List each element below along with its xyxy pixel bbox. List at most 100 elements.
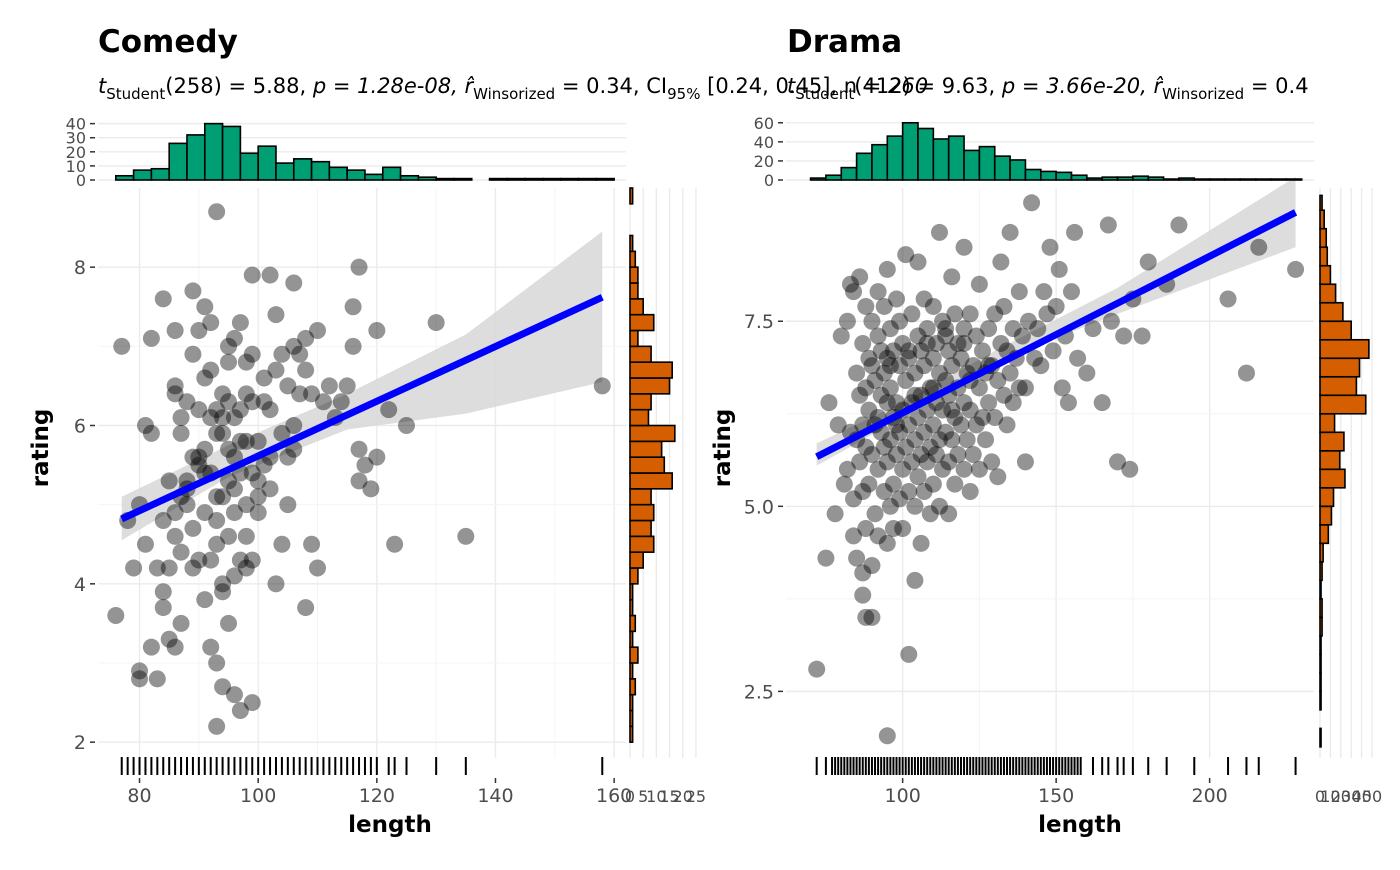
drama-data-point bbox=[881, 431, 899, 449]
drama-data-point bbox=[1121, 460, 1139, 478]
drama-data-point bbox=[875, 364, 893, 382]
drama-data-point bbox=[952, 416, 970, 434]
comedy-data-point bbox=[303, 385, 321, 403]
drama-data-point bbox=[967, 416, 985, 434]
comedy-data-point bbox=[255, 369, 273, 387]
drama-side-hist-bar bbox=[1319, 524, 1330, 545]
drama-data-point bbox=[918, 453, 936, 471]
drama-data-point bbox=[848, 549, 866, 567]
comedy-data-point bbox=[196, 504, 214, 522]
drama-data-point bbox=[1047, 297, 1065, 315]
drama-data-point bbox=[1115, 327, 1133, 345]
comedy-data-point bbox=[243, 345, 261, 363]
drama-data-point bbox=[1001, 364, 1019, 382]
drama-top-hist-bar bbox=[1039, 170, 1057, 181]
drama-data-point bbox=[924, 297, 942, 315]
drama-top-hist-tick-label: 40 bbox=[754, 133, 774, 152]
comedy-data-point bbox=[237, 432, 255, 450]
comedy-side-hist-bar bbox=[629, 440, 663, 458]
drama-x-tick-label: 200 bbox=[1191, 785, 1227, 807]
comedy-data-point bbox=[190, 322, 208, 339]
comedy-side-hist-bar bbox=[629, 329, 639, 348]
comedy-side-hist-bar bbox=[629, 282, 639, 300]
drama-data-point bbox=[851, 386, 869, 404]
comedy-data-point bbox=[154, 290, 172, 308]
drama-data-point bbox=[894, 520, 912, 538]
drama-data-point bbox=[866, 505, 884, 523]
drama-data-point bbox=[1250, 238, 1268, 256]
drama-data-point bbox=[964, 357, 982, 375]
comedy-side-hist-tick-label: 20 bbox=[673, 787, 693, 806]
comedy-side-hist-bar bbox=[629, 678, 637, 696]
drama-data-point bbox=[1078, 364, 1096, 382]
comedy-data-point bbox=[160, 559, 178, 577]
comedy-data-point bbox=[166, 527, 184, 545]
comedy-data-point bbox=[380, 401, 398, 419]
drama-data-point bbox=[1109, 453, 1127, 471]
comedy-data-point bbox=[285, 337, 303, 355]
comedy-x-tick-label: 160 bbox=[596, 785, 632, 807]
comedy-data-point bbox=[237, 527, 255, 545]
comedy-data-point bbox=[273, 424, 291, 442]
drama-side-hist-bar bbox=[1319, 283, 1337, 304]
drama-data-point bbox=[961, 305, 979, 323]
comedy-data-point bbox=[344, 298, 362, 316]
drama-data-point bbox=[875, 297, 893, 315]
comedy-data-point bbox=[208, 203, 226, 221]
drama-data-point bbox=[912, 445, 930, 463]
comedy-top-hist-bar bbox=[506, 177, 526, 181]
drama-side-hist-bar bbox=[1319, 672, 1322, 693]
drama-data-point bbox=[1170, 216, 1188, 234]
drama-data-point bbox=[891, 357, 909, 375]
drama-top-hist-bar bbox=[809, 177, 827, 181]
drama-data-point bbox=[860, 475, 878, 493]
drama-data-point bbox=[909, 327, 927, 345]
comedy-side-hist-tick-label: 15 bbox=[659, 787, 679, 806]
drama-data-point bbox=[875, 483, 893, 501]
comedy-data-point bbox=[225, 329, 243, 347]
comedy-data-point bbox=[225, 686, 243, 704]
comedy-side-hist-bar bbox=[629, 709, 634, 728]
drama-data-point bbox=[1062, 283, 1080, 301]
drama-data-point bbox=[854, 586, 872, 604]
comedy-data-point bbox=[166, 638, 184, 656]
comedy-data-point bbox=[243, 694, 261, 712]
drama-top-hist-bar bbox=[825, 174, 843, 181]
drama-data-point bbox=[970, 379, 988, 397]
comedy-data-point bbox=[190, 551, 208, 569]
drama-top-hist-bar bbox=[855, 152, 873, 181]
drama-data-point bbox=[1069, 349, 1087, 367]
comedy-data-point bbox=[220, 527, 238, 545]
drama-data-point bbox=[986, 408, 1004, 426]
comedy-data-point bbox=[166, 385, 184, 403]
comedy-data-point bbox=[220, 393, 238, 411]
comedy-data-point bbox=[297, 361, 315, 379]
drama-side-hist-bar bbox=[1319, 431, 1345, 452]
drama-data-point bbox=[937, 320, 955, 338]
drama-data-point bbox=[881, 357, 899, 375]
drama-data-point bbox=[937, 371, 955, 389]
comedy-data-point bbox=[208, 512, 226, 529]
drama-top-hist-bar bbox=[1193, 178, 1211, 181]
comedy-top-hist-tick-label: 0 bbox=[76, 171, 86, 190]
drama-data-point bbox=[1053, 379, 1071, 397]
comedy-data-point bbox=[160, 630, 178, 648]
drama-top-hist-bar bbox=[1208, 178, 1226, 181]
drama-data-point bbox=[851, 268, 869, 286]
comedy-side-hist-bar bbox=[629, 393, 652, 411]
comedy-data-point bbox=[202, 314, 220, 332]
comedy-data-point bbox=[279, 448, 297, 466]
drama-top-hist-bar bbox=[1239, 178, 1257, 181]
comedy-side-hist-bar bbox=[629, 503, 655, 522]
drama-side-hist-bar bbox=[1319, 727, 1322, 748]
drama-data-point bbox=[1237, 364, 1255, 382]
drama-data-point bbox=[863, 357, 881, 375]
comedy-data-point bbox=[214, 678, 232, 696]
drama-data-point bbox=[878, 534, 896, 552]
comedy-data-point bbox=[107, 607, 125, 624]
comedy-data-point bbox=[214, 424, 232, 442]
drama-title: Drama bbox=[787, 24, 902, 60]
comedy-side-hist-bar bbox=[629, 535, 655, 553]
comedy-gridlines bbox=[98, 188, 626, 758]
comedy-data-point bbox=[267, 575, 285, 593]
